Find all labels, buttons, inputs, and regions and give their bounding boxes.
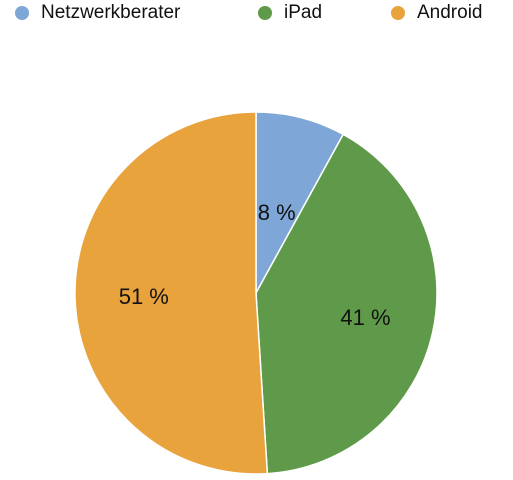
legend-label-netzwerkberater: Netzwerkberater	[41, 2, 181, 23]
chart-legend: Netzwerkberater iPad Android	[0, 0, 513, 28]
pie-labels: 8 % 41 % 51 %	[119, 200, 391, 330]
legend-marker-ipad	[258, 6, 272, 20]
legend-item-android: Android	[391, 2, 483, 24]
pie-label-android: 51 %	[119, 284, 169, 309]
legend-marker-netzwerkberater	[15, 6, 29, 20]
legend-item-netzwerkberater: Netzwerkberater	[15, 2, 180, 24]
legend-marker-android	[391, 6, 405, 20]
legend-item-ipad: iPad	[258, 2, 322, 24]
pie-slice-netzwerkberater	[255, 111, 345, 294]
legend-label-ipad: iPad	[284, 2, 323, 23]
pie-slice-ipad	[255, 133, 438, 475]
legend-label-android: Android	[417, 2, 483, 23]
pie-label-netzwerkberater: 8 %	[258, 200, 296, 225]
pie-slice-android	[74, 111, 269, 475]
pie-slices	[74, 111, 438, 475]
pie-label-ipad: 41 %	[340, 305, 390, 330]
